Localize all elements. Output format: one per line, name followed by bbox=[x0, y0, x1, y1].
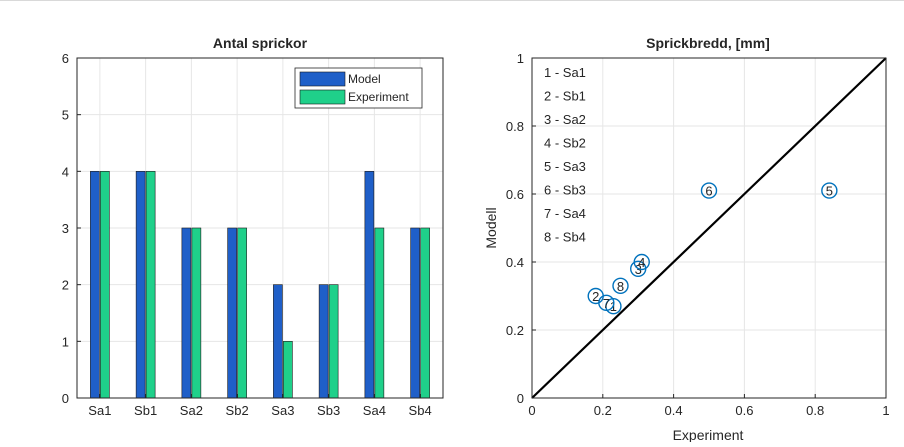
scatter-x-tick-label: 0.6 bbox=[735, 403, 753, 418]
scatter-point-8 bbox=[612, 277, 629, 294]
bar-chart-x-ticks: Sa1 Sb1 Sa2 Sb2 Sa3 Sb3 Sa4 Sb4 bbox=[88, 394, 432, 418]
bar-model-Sb2 bbox=[227, 227, 237, 399]
legend-label-experiment: Experiment bbox=[348, 90, 409, 104]
scatter-chart-key: 1 - Sa1 2 - Sb1 3 - Sa2 4 - Sb2 5 - Sa3 6 - S… bbox=[544, 65, 586, 245]
bar-chart-bars bbox=[90, 171, 430, 399]
bar-x-tick-label: Sa1 bbox=[88, 403, 111, 418]
bar-experiment-Sa3 bbox=[283, 341, 293, 399]
scatter-x-tick-label: 1 bbox=[882, 403, 889, 418]
legend-swatch-model bbox=[299, 71, 346, 87]
scatter-chart-y-ticks: 0 0.2 0.4 0.6 0.8 1 bbox=[506, 51, 536, 406]
reference-line-y-equals-x bbox=[531, 57, 887, 399]
bar-y-tick-label: 1 bbox=[62, 334, 69, 349]
bar-x-tick-label: Sb1 bbox=[134, 403, 157, 418]
scatter-point-6 bbox=[700, 182, 718, 199]
key-entry: 3 - Sa2 bbox=[544, 112, 586, 127]
key-entry: 2 - Sb1 bbox=[544, 89, 586, 104]
legend-swatch-experiment bbox=[299, 89, 346, 105]
key-entry: 4 - Sb2 bbox=[544, 136, 586, 151]
scatter-chart-axes-box bbox=[531, 57, 887, 399]
bar-y-tick-label: 4 bbox=[62, 164, 69, 179]
scatter-x-tick-label: 0.8 bbox=[806, 403, 824, 418]
key-entry: 8 - Sb4 bbox=[544, 230, 586, 245]
scatter-y-tick-label: 0.8 bbox=[506, 119, 524, 134]
scatter-chart-reference-line bbox=[531, 57, 887, 399]
scatter-chart-title: Sprickbredd, [mm] bbox=[646, 35, 770, 51]
bar-model-Sa3 bbox=[273, 284, 283, 399]
bar-model-Sa4 bbox=[364, 171, 375, 399]
key-entry: 5 - Sa3 bbox=[544, 159, 586, 174]
bar-x-tick-label: Sa2 bbox=[180, 403, 203, 418]
bar-x-tick-label: Sa3 bbox=[271, 403, 294, 418]
scatter-y-tick-label: 0.2 bbox=[506, 323, 524, 338]
scatter-point-4 bbox=[633, 253, 650, 271]
bar-x-tick-label: Sb3 bbox=[317, 403, 340, 418]
scatter-point-label-2: 2 bbox=[592, 289, 599, 304]
bar-y-tick-label: 6 bbox=[62, 51, 69, 66]
bar-y-tick-label: 0 bbox=[62, 391, 69, 406]
scatter-point-label-8: 8 bbox=[617, 279, 624, 294]
bar-model-Sa1 bbox=[90, 171, 100, 399]
key-entry: 6 - Sb3 bbox=[544, 183, 586, 198]
bar-model-Sb3 bbox=[318, 284, 329, 399]
bar-model-Sb1 bbox=[135, 171, 146, 399]
bar-experiment-Sa1 bbox=[100, 171, 110, 399]
bar-y-tick-label: 5 bbox=[62, 108, 69, 123]
scatter-point-label-5: 5 bbox=[826, 184, 833, 199]
scatter-point-5 bbox=[821, 182, 838, 199]
scatter-y-axis-label: Modell bbox=[483, 207, 499, 248]
bar-chart-legend: Model Experiment bbox=[294, 67, 423, 109]
bar-model-Sb4 bbox=[410, 227, 420, 399]
bar-experiment-Sb4 bbox=[420, 227, 430, 399]
bar-experiment-Sb2 bbox=[237, 227, 247, 399]
scatter-point-label-4: 4 bbox=[638, 255, 645, 270]
scatter-y-tick-label: 1 bbox=[517, 51, 524, 66]
bar-chart-grid bbox=[77, 57, 443, 399]
legend-label-model: Model bbox=[348, 72, 381, 86]
scatter-point-7 bbox=[598, 294, 615, 311]
bar-experiment-Sb3 bbox=[328, 284, 339, 399]
bar-experiment-Sb1 bbox=[145, 171, 156, 399]
bar-chart-y-ticks: 0 1 2 3 4 5 6 bbox=[62, 51, 81, 406]
bar-chart-title: Antal sprickor bbox=[213, 35, 308, 51]
bar-model-Sa2 bbox=[181, 227, 192, 399]
bar-y-tick-label: 2 bbox=[62, 278, 69, 293]
scatter-x-axis-label: Experiment bbox=[673, 427, 744, 442]
key-entry: 1 - Sa1 bbox=[544, 65, 586, 80]
scatter-x-tick-label: 0.4 bbox=[665, 403, 683, 418]
scatter-y-tick-label: 0.4 bbox=[506, 255, 524, 270]
scatter-x-tick-label: 0.2 bbox=[594, 403, 612, 418]
bar-experiment-Sa2 bbox=[191, 227, 202, 399]
bar-x-tick-label: Sb4 bbox=[409, 403, 432, 418]
bar-y-tick-label: 3 bbox=[62, 221, 69, 236]
bar-x-tick-label: Sb2 bbox=[226, 403, 249, 418]
bar-x-tick-label: Sa4 bbox=[363, 403, 386, 418]
scatter-y-tick-label: 0 bbox=[517, 391, 524, 406]
bar-chart: Antal sprickor 0 1 2 3 4 5 6 Sa1 Sb1 Sa2 Sb2 Sa3 Sb… bbox=[62, 35, 444, 418]
scatter-y-tick-label: 0.6 bbox=[506, 187, 524, 202]
key-entry: 7 - Sa4 bbox=[544, 206, 586, 221]
scatter-x-tick-label: 0 bbox=[528, 403, 535, 418]
scatter-point-label-7: 7 bbox=[603, 296, 610, 311]
scatter-chart-x-ticks: 0 0.2 0.4 0.6 0.8 1 bbox=[528, 394, 890, 418]
scatter-point-label-6: 6 bbox=[705, 184, 712, 199]
bar-experiment-Sa4 bbox=[374, 227, 385, 399]
